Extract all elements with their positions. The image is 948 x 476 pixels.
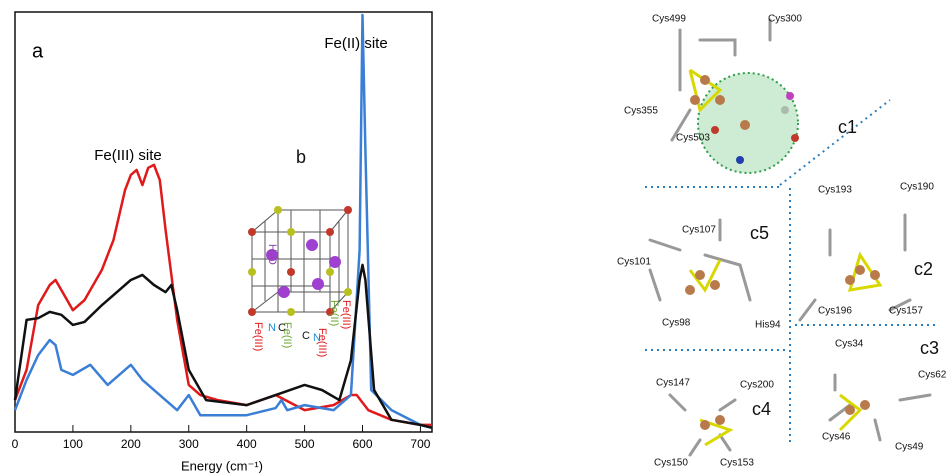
residue-label: Cys107 — [682, 225, 716, 236]
plot-frame — [14, 11, 433, 433]
cluster-labels: c1 c2 c3 c4 c5 Cys499 Cys300 Cys355 Cys5… — [617, 14, 947, 469]
residue-label: Cys190 — [900, 182, 934, 193]
residue-label: Cys196 — [818, 306, 852, 317]
residue-label: Cys101 — [617, 257, 651, 268]
lattice-label: C — [302, 330, 310, 342]
lattice-label: N — [313, 332, 321, 344]
panel-a: a Fe(III) site Fe(II) site Energy (cm⁻¹)… — [12, 11, 433, 473]
cluster-label: c1 — [838, 117, 857, 137]
cluster-label: c3 — [920, 338, 939, 358]
residue-label: Cys300 — [768, 14, 802, 25]
lattice-label: H₂O — [266, 244, 278, 265]
cluster-label: c2 — [914, 259, 933, 279]
residue-label: Cys62 — [918, 370, 947, 381]
residue-label: Cys157 — [889, 306, 923, 317]
residue-label: Cys193 — [818, 185, 852, 196]
residue-label: Cys355 — [624, 106, 658, 117]
divider — [645, 99, 935, 445]
residue-label: Cys200 — [740, 380, 774, 391]
panel-b: b H₂O Fe(III) N C Fe(II) C N Fe(III) Fe(… — [248, 147, 352, 357]
panel-label: b — [296, 147, 306, 167]
x-tick-label: 500 — [295, 437, 315, 451]
x-tick-label: 100 — [63, 437, 83, 451]
residue-label: Cys46 — [822, 432, 851, 443]
lattice-label: Fe(II) — [281, 322, 293, 348]
residue-label: Cys499 — [652, 14, 686, 25]
residue-label: His94 — [755, 320, 781, 331]
lattice-labels: Fe(III) N C Fe(II) C N Fe(III) Fe(II) Fe… — [252, 300, 352, 357]
residue-label: Cys98 — [662, 318, 691, 329]
lattice-atoms — [248, 206, 352, 316]
annotation: Fe(II) site — [324, 35, 387, 52]
annotation: Fe(III) site — [94, 147, 162, 164]
cluster-label: c5 — [750, 223, 769, 243]
residue-label: Cys34 — [835, 339, 864, 350]
x-tick-label: 200 — [121, 437, 141, 451]
lattice-label: Fe(III) — [316, 328, 328, 357]
lattice-label: N — [268, 322, 276, 334]
panel-label: a — [32, 40, 44, 62]
lattice-label: Fe(III) — [340, 300, 352, 329]
clusters — [648, 18, 932, 457]
residue-label: Cys147 — [656, 378, 690, 389]
cluster-label: c4 — [752, 399, 771, 419]
lattice-label: Fe(III) — [252, 322, 264, 351]
line-series — [13, 263, 433, 430]
x-axis-label: Energy (cm⁻¹) — [181, 458, 263, 473]
residue-label: Cys503 — [676, 133, 710, 144]
lattice-label: C — [278, 322, 286, 334]
line-series — [13, 13, 433, 430]
residue-label: Cys153 — [720, 458, 754, 469]
x-tick-label: 400 — [237, 437, 257, 451]
x-tick-label: 600 — [352, 437, 372, 451]
x-tick-label: 0 — [12, 437, 19, 451]
x-tick-label: 700 — [410, 437, 430, 451]
residue-label: Cys150 — [654, 458, 688, 469]
lattice-label: Fe(II) — [328, 300, 340, 326]
x-tick-label: 300 — [179, 437, 199, 451]
residue-label: Cys49 — [895, 442, 924, 453]
panel-c: c1 c2 c3 c4 c5 Cys499 Cys300 Cys355 Cys5… — [617, 14, 947, 469]
